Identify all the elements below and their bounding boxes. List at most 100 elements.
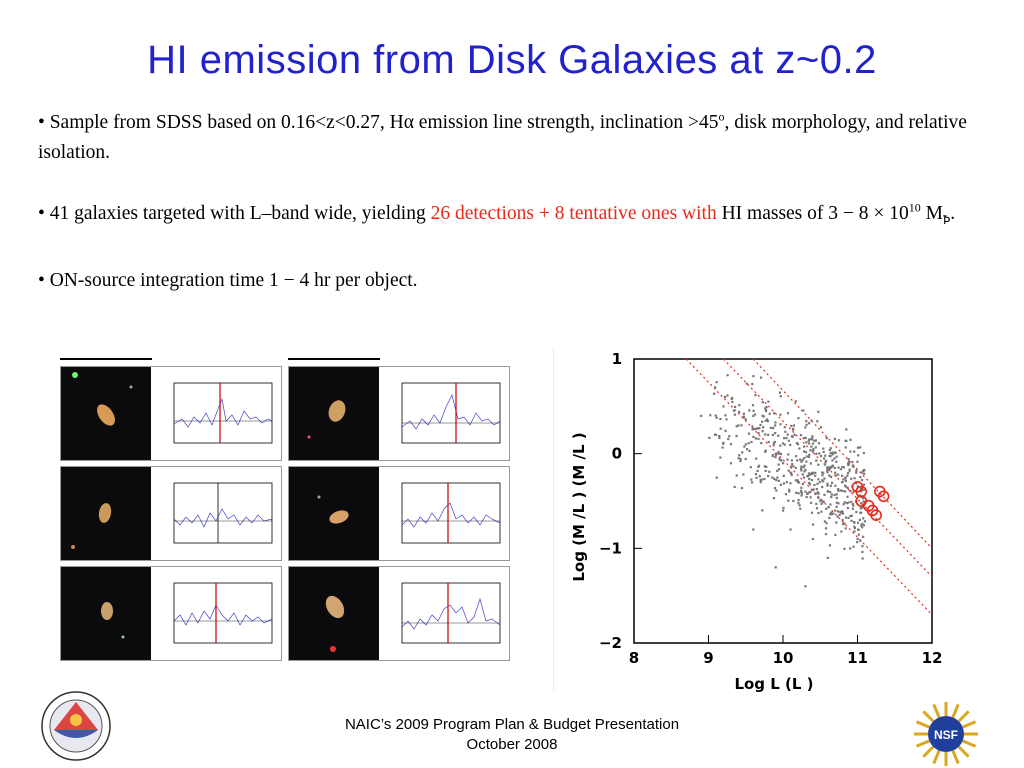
comparison-point <box>821 471 824 474</box>
comparison-point <box>824 454 827 457</box>
comparison-point <box>810 445 813 448</box>
comparison-point <box>788 488 791 491</box>
comparison-point <box>803 470 806 473</box>
comparison-point <box>795 442 799 445</box>
comparison-point <box>800 490 803 493</box>
comparison-point <box>811 450 814 453</box>
galaxy-image <box>289 567 379 660</box>
comparison-point <box>751 382 754 386</box>
comparison-point <box>802 466 805 469</box>
x-tick-label: 9 <box>703 649 713 667</box>
comparison-point <box>827 466 830 469</box>
comparison-point <box>730 397 733 401</box>
comparison-point <box>837 489 840 492</box>
comparison-point <box>830 493 833 496</box>
comparison-point <box>797 492 800 495</box>
comparison-point <box>853 530 856 533</box>
comparison-point <box>822 480 825 483</box>
comparison-point <box>819 454 823 458</box>
comparison-point <box>808 477 811 481</box>
comparison-point <box>822 471 825 474</box>
comparison-point <box>786 433 789 436</box>
comparison-point <box>833 493 836 497</box>
comparison-point <box>829 447 832 450</box>
comparison-point <box>775 478 778 482</box>
comparison-point <box>768 412 771 415</box>
comparison-point <box>788 490 791 493</box>
comparison-point <box>853 450 856 453</box>
comparison-point <box>742 412 746 415</box>
comparison-point <box>852 465 855 468</box>
svg-text:NSF: NSF <box>934 728 958 742</box>
comparison-point <box>729 462 733 465</box>
comparison-point <box>812 449 815 452</box>
comparison-point <box>776 469 779 473</box>
comparison-point <box>808 442 811 445</box>
comparison-point <box>860 471 863 474</box>
detection-point <box>855 485 868 498</box>
hi-spectrum <box>401 582 501 644</box>
comparison-point <box>803 464 806 467</box>
comparison-point <box>754 437 757 440</box>
comparison-point <box>828 544 832 547</box>
comparison-point <box>845 428 848 431</box>
comparison-point <box>847 516 850 520</box>
x-tick-label: 12 <box>922 649 943 667</box>
comparison-point <box>856 541 859 544</box>
comparison-point <box>853 525 856 528</box>
comparison-point <box>732 409 735 412</box>
galaxy-panel <box>60 366 282 461</box>
comparison-point <box>809 449 812 452</box>
comparison-point <box>829 452 832 455</box>
comparison-point <box>834 533 837 537</box>
comparison-point <box>760 420 764 423</box>
galaxy-image <box>61 567 151 660</box>
comparison-point <box>767 433 770 436</box>
comparison-point <box>844 446 847 449</box>
comparison-point <box>836 510 840 513</box>
galaxy-image <box>61 467 151 560</box>
comparison-point <box>828 468 831 471</box>
comparison-point <box>826 471 829 474</box>
comparison-point <box>718 436 721 440</box>
comparison-point <box>861 522 864 526</box>
comparison-point <box>802 437 805 440</box>
comparison-point <box>847 460 851 463</box>
comparison-point <box>842 466 846 469</box>
comparison-point <box>828 474 831 477</box>
comparison-point <box>782 506 785 509</box>
comparison-point <box>843 490 847 493</box>
comparison-point <box>817 410 820 413</box>
comparison-point <box>722 405 725 408</box>
comparison-point <box>742 415 745 418</box>
comparison-point <box>839 468 843 471</box>
comparison-point <box>773 487 777 490</box>
comparison-point <box>837 487 840 491</box>
comparison-point <box>802 476 806 479</box>
comparison-point <box>783 443 786 446</box>
comparison-point <box>767 440 770 444</box>
comparison-point <box>830 481 834 484</box>
comparison-point <box>740 486 744 490</box>
comparison-point <box>735 425 738 428</box>
comparison-point <box>849 450 852 453</box>
comparison-point <box>800 492 804 495</box>
comparison-point <box>863 520 866 523</box>
comparison-point <box>796 481 800 484</box>
comparison-point <box>764 469 767 473</box>
comparison-point <box>739 459 742 463</box>
comparison-point <box>726 394 729 397</box>
comparison-point <box>764 433 767 436</box>
comparison-point <box>829 513 832 516</box>
comparison-point <box>846 486 849 490</box>
comparison-point <box>782 474 785 478</box>
comparison-point <box>786 412 790 415</box>
comparison-point <box>840 511 843 514</box>
comparison-point <box>846 495 849 498</box>
selection-limit-line <box>752 358 933 549</box>
comparison-point <box>772 426 775 430</box>
comparison-point <box>829 490 832 494</box>
bullet-sample-text: • Sample from SDSS based on 0.16<z<0.27,… <box>38 112 719 133</box>
comparison-point <box>835 460 838 463</box>
comparison-point <box>761 430 764 433</box>
